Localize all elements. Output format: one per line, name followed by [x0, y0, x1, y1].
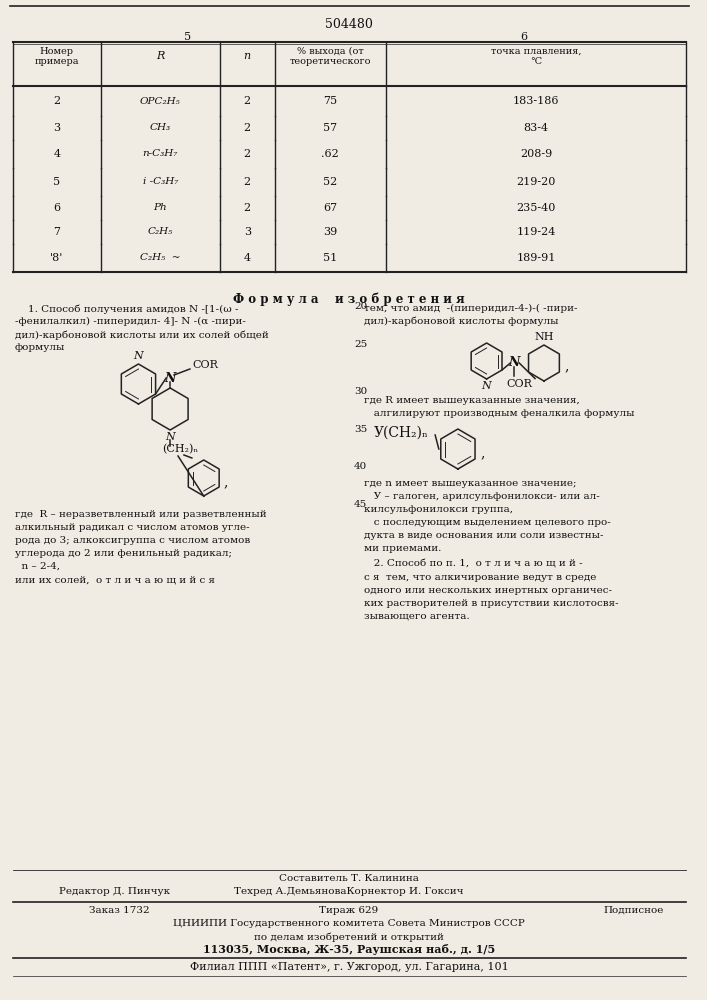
Text: ЦНИИПИ Государственного комитета Совета Министров СССР: ЦНИИПИ Государственного комитета Совета … — [173, 919, 525, 928]
Text: 40: 40 — [354, 462, 368, 471]
Text: дил)-карбоновой кислоты формулы: дил)-карбоновой кислоты формулы — [364, 317, 559, 326]
Text: n – 2-4,: n – 2-4, — [15, 562, 60, 571]
Text: Подписное: Подписное — [603, 906, 664, 915]
Text: '8': '8' — [50, 253, 64, 263]
Text: ,: , — [565, 359, 569, 373]
Text: 67: 67 — [323, 203, 337, 213]
Text: Тираж 629: Тираж 629 — [320, 906, 379, 915]
Text: 3: 3 — [53, 123, 60, 133]
Text: 2: 2 — [244, 149, 251, 159]
Text: Техред А.ДемьяноваКорнектор И. Гоксич: Техред А.ДемьяноваКорнектор И. Гоксич — [234, 887, 464, 896]
Text: 189-91: 189-91 — [516, 253, 556, 263]
Text: 504480: 504480 — [325, 18, 373, 31]
Text: 2: 2 — [53, 96, 60, 106]
Text: 2. Способ по п. 1,  о т л и ч а ю щ и й -: 2. Способ по п. 1, о т л и ч а ю щ и й - — [364, 560, 583, 569]
Text: Филиал ППП «Патент», г. Ужгород, ул. Гагарина, 101: Филиал ППП «Патент», г. Ужгород, ул. Гаг… — [189, 962, 508, 972]
Text: 235-40: 235-40 — [516, 203, 556, 213]
Text: точка плавления,
°C: точка плавления, °C — [491, 47, 581, 66]
Text: 57: 57 — [323, 123, 337, 133]
Text: где n имеет вышеуказанное значение;: где n имеет вышеуказанное значение; — [364, 479, 576, 488]
Text: одного или нескольких инертных органичес-: одного или нескольких инертных органичес… — [364, 586, 612, 595]
Text: 183-186: 183-186 — [513, 96, 559, 106]
Text: 208-9: 208-9 — [520, 149, 552, 159]
Text: или их солей,  о т л и ч а ю щ и й с я: или их солей, о т л и ч а ю щ и й с я — [15, 575, 215, 584]
Text: .62: .62 — [322, 149, 339, 159]
Text: R: R — [156, 51, 165, 61]
Text: 39: 39 — [323, 227, 337, 237]
Text: килсульфонилокси группа,: килсульфонилокси группа, — [364, 505, 513, 514]
Text: 2: 2 — [244, 203, 251, 213]
Text: где  R – неразветвленный или разветвленный: где R – неразветвленный или разветвленны… — [15, 510, 267, 519]
Text: Редактор Д. Пинчук: Редактор Д. Пинчук — [59, 887, 170, 896]
Text: ,: , — [223, 475, 228, 489]
Text: зывающего агента.: зывающего агента. — [364, 612, 469, 621]
Text: COR: COR — [506, 379, 532, 389]
Text: 51: 51 — [323, 253, 337, 263]
Text: 83-4: 83-4 — [523, 123, 549, 133]
Text: 35: 35 — [354, 425, 368, 434]
Text: 113035, Москва, Ж-35, Раушская наб., д. 1/5: 113035, Москва, Ж-35, Раушская наб., д. … — [203, 944, 495, 955]
Text: 6: 6 — [53, 203, 60, 213]
Text: 5: 5 — [185, 32, 192, 42]
Text: Ф о р м у л а    и з о б р е т е н и я: Ф о р м у л а и з о б р е т е н и я — [233, 292, 465, 306]
Text: алкильный радикал с числом атомов угле-: алкильный радикал с числом атомов угле- — [15, 523, 250, 532]
Text: 75: 75 — [323, 96, 337, 106]
Text: NH: NH — [534, 332, 554, 342]
Text: рода до 3; алкоксигруппа с числом атомов: рода до 3; алкоксигруппа с числом атомов — [15, 536, 250, 545]
Text: ких растворителей в присутствии кислотосвя-: ких растворителей в присутствии кислотос… — [364, 599, 619, 608]
Text: Номер
примера: Номер примера — [35, 47, 79, 66]
Text: У – галоген, арилсульфонилокси- или ал-: У – галоген, арилсульфонилокси- или ал- — [364, 492, 600, 501]
Text: где R имеет вышеуказанные значения,: где R имеет вышеуказанные значения, — [364, 396, 580, 405]
Text: N: N — [165, 372, 176, 385]
Text: -фенилалкил) -пиперидил- 4]- N -(α -пири-: -фенилалкил) -пиперидил- 4]- N -(α -пири… — [15, 317, 246, 326]
Text: с я  тем, что алкичирование ведут в среде: с я тем, что алкичирование ведут в среде — [364, 573, 596, 582]
Text: с последующим выделением целевого про-: с последующим выделением целевого про- — [364, 518, 611, 527]
Text: 219-20: 219-20 — [516, 177, 556, 187]
Text: 52: 52 — [323, 177, 337, 187]
Text: формулы: формулы — [15, 343, 65, 352]
Text: 7: 7 — [53, 227, 60, 237]
Text: C₂H₅  ~: C₂H₅ ~ — [140, 253, 180, 262]
Text: 2: 2 — [244, 123, 251, 133]
Text: Заказ 1732: Заказ 1732 — [89, 906, 150, 915]
Text: N: N — [165, 432, 175, 442]
Text: Ph: Ph — [153, 204, 167, 213]
Text: ,: , — [481, 446, 485, 460]
Text: Составитель Т. Калинина: Составитель Т. Калинина — [279, 874, 419, 883]
Text: по делам изобретений и открытий: по делам изобретений и открытий — [255, 932, 444, 942]
Text: N: N — [508, 357, 520, 369]
Text: алгилируют производным феналкила формулы: алгилируют производным феналкила формулы — [364, 409, 634, 418]
Text: 119-24: 119-24 — [516, 227, 556, 237]
Text: CH₃: CH₃ — [150, 123, 171, 132]
Text: OPC₂H₅: OPC₂H₅ — [140, 97, 180, 105]
Text: 2: 2 — [244, 177, 251, 187]
Text: У(CH₂)ₙ: У(CH₂)ₙ — [374, 426, 428, 440]
Text: COR: COR — [193, 360, 218, 370]
Text: 25: 25 — [354, 340, 368, 349]
Text: C₂H₅: C₂H₅ — [148, 228, 173, 236]
Text: 4: 4 — [53, 149, 60, 159]
Text: (CH₂)ₙ: (CH₂)ₙ — [162, 444, 199, 454]
Text: 20: 20 — [354, 302, 368, 311]
Text: дил)-карбоновой кислоты или их солей общей: дил)-карбоновой кислоты или их солей общ… — [15, 330, 269, 340]
Text: N: N — [481, 381, 491, 391]
Text: n: n — [244, 51, 251, 61]
Text: углерода до 2 или фенильный радикал;: углерода до 2 или фенильный радикал; — [15, 549, 232, 558]
Text: 4: 4 — [244, 253, 251, 263]
Text: 2: 2 — [244, 96, 251, 106]
Text: N: N — [134, 351, 144, 361]
Text: i -C₃H₇: i -C₃H₇ — [143, 178, 178, 186]
Text: 5: 5 — [53, 177, 60, 187]
Text: % выхода (от
теоретического: % выхода (от теоретического — [290, 47, 371, 66]
Text: 45: 45 — [354, 500, 368, 509]
Text: 6: 6 — [520, 32, 527, 42]
Text: 1. Способ получения амидов N -[1-(ω -: 1. Способ получения амидов N -[1-(ω - — [15, 304, 238, 314]
Text: тем, что амид  -(пиперидил-4-)-( -пири-: тем, что амид -(пиперидил-4-)-( -пири- — [364, 304, 578, 313]
Text: 30: 30 — [354, 387, 368, 396]
Text: дукта в виде основания или соли известны-: дукта в виде основания или соли известны… — [364, 531, 604, 540]
Text: n-C₃H₇: n-C₃H₇ — [143, 149, 178, 158]
Text: 3: 3 — [244, 227, 251, 237]
Text: ми приемами.: ми приемами. — [364, 544, 441, 553]
